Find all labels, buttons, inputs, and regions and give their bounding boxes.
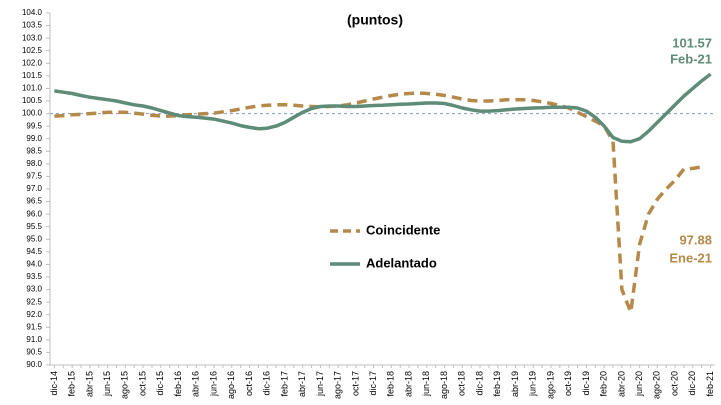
x-tick-label: jun-18	[421, 371, 431, 397]
y-tick-label: 90.5	[26, 348, 42, 357]
y-tick-label: 99.0	[26, 134, 42, 143]
x-tick-label: feb-21	[705, 371, 715, 397]
y-tick-label: 92.0	[26, 310, 42, 319]
y-tick-label: 93.5	[26, 272, 42, 281]
annotation-value: 101.57	[672, 36, 712, 51]
y-tick-label: 94.5	[26, 247, 42, 256]
x-tick-label: feb-16	[173, 371, 183, 397]
y-tick-label: 96.5	[26, 197, 42, 206]
x-tick-label: oct-16	[244, 371, 254, 396]
x-tick-label: jun-15	[102, 371, 112, 397]
y-tick-label: 97.5	[26, 172, 42, 181]
y-tick-label: 101.5	[22, 71, 43, 80]
x-tick-label: dic-20	[687, 371, 697, 396]
series-line	[54, 91, 702, 314]
x-tick-label: abr-18	[403, 371, 413, 397]
x-tick-label: feb-18	[386, 371, 396, 397]
annotation-date: Feb-21	[670, 52, 712, 67]
x-tick-label: oct-15	[137, 371, 147, 396]
x-tick-label: ago-19	[545, 371, 555, 399]
y-tick-label: 96.0	[26, 209, 42, 218]
x-tick-label: dic-17	[368, 371, 378, 396]
series-line	[54, 72, 712, 144]
y-tick-label: 94.0	[26, 260, 42, 269]
x-tick-label: feb-15	[67, 371, 77, 397]
y-tick-label: 98.0	[26, 159, 42, 168]
y-tick-label: 100.0	[22, 109, 43, 118]
y-tick-label: 98.5	[26, 146, 42, 155]
y-tick-label: 95.5	[26, 222, 42, 231]
y-tick-label: 99.5	[26, 121, 42, 130]
x-tick-label: ago-15	[120, 371, 130, 399]
x-tick-label: feb-17	[279, 371, 289, 397]
y-tick-label: 102.5	[22, 46, 43, 55]
y-tick-label: 101.0	[22, 84, 43, 93]
x-tick-label: abr-17	[297, 371, 307, 397]
x-tick-label: dic-16	[262, 371, 272, 396]
x-tick-label: dic-19	[581, 371, 591, 396]
chart-title: (puntos)	[347, 12, 403, 28]
x-tick-label: jun-19	[528, 371, 538, 397]
x-tick-label: abr-19	[510, 371, 520, 397]
y-tick-label: 103.0	[22, 33, 43, 42]
x-tick-label: ago-18	[439, 371, 449, 399]
y-tick-label: 90.0	[26, 360, 42, 369]
x-tick-label: ago-16	[226, 371, 236, 399]
x-tick-label: jun-16	[208, 371, 218, 397]
y-tick-label: 91.0	[26, 335, 42, 344]
x-tick-label: feb-19	[492, 371, 502, 397]
x-tick-label: dic-15	[155, 371, 165, 396]
x-tick-label: oct-18	[457, 371, 467, 396]
x-tick-label: jun-20	[634, 371, 644, 397]
y-tick-label: 102.0	[22, 58, 43, 67]
x-tick-label: oct-17	[350, 371, 360, 396]
legend-label: Coincidente	[366, 222, 440, 237]
x-tick-label: abr-20	[616, 371, 626, 397]
y-tick-label: 92.5	[26, 297, 42, 306]
y-tick-label: 103.5	[22, 21, 43, 30]
x-tick-label: dic-14	[49, 371, 59, 396]
x-tick-label: ago-20	[652, 371, 662, 399]
annotation-date: Ene-21	[669, 250, 712, 265]
annotation-value: 97.88	[679, 232, 712, 247]
x-tick-label: ago-17	[333, 371, 343, 399]
y-tick-label: 97.0	[26, 184, 42, 193]
y-tick-label: 104.0	[22, 8, 43, 17]
x-tick-label: feb-20	[599, 371, 609, 397]
y-tick-label: 100.5	[22, 96, 43, 105]
x-tick-label: abr-16	[191, 371, 201, 397]
x-tick-label: oct-19	[563, 371, 573, 396]
y-tick-label: 95.0	[26, 234, 42, 243]
x-tick-label: oct-20	[669, 371, 679, 396]
x-tick-label: dic-18	[474, 371, 484, 396]
y-tick-label: 93.0	[26, 285, 42, 294]
legend-label: Adelantado	[366, 255, 437, 270]
x-tick-label: jun-17	[315, 371, 325, 397]
y-tick-label: 91.5	[26, 322, 42, 331]
x-tick-label: abr-15	[84, 371, 94, 397]
